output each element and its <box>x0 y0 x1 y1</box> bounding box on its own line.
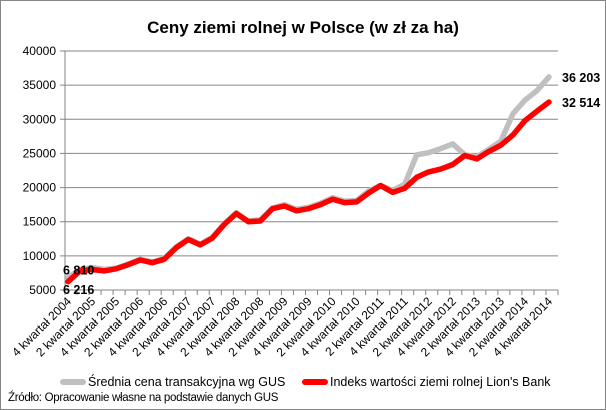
data-label-gus-end: 36 203 <box>562 71 600 85</box>
data-label-gus-start: 6 810 <box>63 264 94 278</box>
legend-swatch-gray <box>60 379 86 385</box>
legend-item-lions: Indeks wartości ziemi rolnej Lion's Bank <box>302 375 551 389</box>
y-tick-label: 20000 <box>23 181 57 195</box>
data-label-lions-end: 32 514 <box>562 96 600 110</box>
y-tick-label: 15000 <box>23 215 57 229</box>
y-tick-label: 40000 <box>23 44 57 58</box>
y-tick-label: 25000 <box>23 146 57 160</box>
y-tick-label: 10000 <box>23 249 57 263</box>
legend-swatch-red <box>302 379 328 385</box>
y-tick-label: 5000 <box>29 283 56 297</box>
source-note: Źródło: Opracowanie własne na podstawie … <box>8 392 279 404</box>
data-label-lions-start: 6 216 <box>63 283 94 297</box>
y-tick-label: 30000 <box>23 112 57 126</box>
y-tick-label: 35000 <box>23 78 57 92</box>
legend-item-gus: Średnia cena transakcyjna wg GUS <box>60 375 285 389</box>
legend-label-gus: Średnia cena transakcyjna wg GUS <box>88 375 286 389</box>
series-line-lions <box>65 99 552 285</box>
series-line-gus <box>65 74 552 281</box>
chart-title: Ceny ziemi rolnej w Polsce (w zł za ha) <box>147 18 459 37</box>
legend-label-lions: Indeks wartości ziemi rolnej Lion's Bank <box>330 375 551 389</box>
